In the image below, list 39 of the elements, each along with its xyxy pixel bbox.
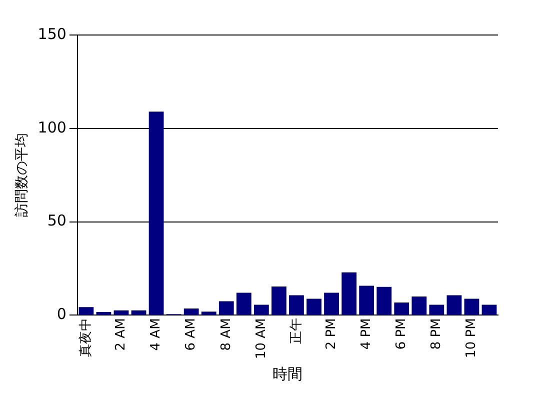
y-tick-label: 100 [38,118,66,136]
x-tick-label: 2 PM [324,318,339,350]
x-tick-label: 10 PM [464,318,480,358]
bar [446,295,462,315]
bar [78,307,94,315]
bar [482,304,497,315]
x-tick-label: 8 PM [429,318,444,350]
bar [376,286,392,315]
bar [289,295,304,315]
x-tick-label: 2 AM [114,318,129,351]
bar [272,286,286,315]
bar [201,312,216,315]
bar [148,112,164,315]
bar [412,296,427,315]
bar [184,308,199,315]
x-tick-label: 6 PM [394,318,409,350]
y-axis-title: 訪問数の平均 [14,133,30,218]
x-tick-label: 6 AM [184,318,199,351]
bar [394,302,410,315]
bar [96,312,112,315]
x-axis-title: 時間 [272,364,303,383]
bar [324,292,339,315]
bar [254,304,269,315]
y-tick-label: 50 [47,212,66,230]
x-tick-label: 8 AM [218,318,234,351]
bar [429,304,444,315]
bar [306,298,322,315]
bar [218,301,234,315]
x-tick-label: 真夜中 [78,318,94,358]
bar [342,272,356,315]
x-tick-label: 10 AM [254,318,269,360]
x-tick-label: 4 PM [358,318,374,350]
y-tick-label: 0 [56,305,66,324]
bar [464,298,480,315]
bar [236,292,252,315]
x-tick-label: 4 AM [148,318,164,351]
bar [359,286,374,315]
y-tick-label: 150 [38,24,66,43]
x-tick-label: 正午 [288,318,304,344]
